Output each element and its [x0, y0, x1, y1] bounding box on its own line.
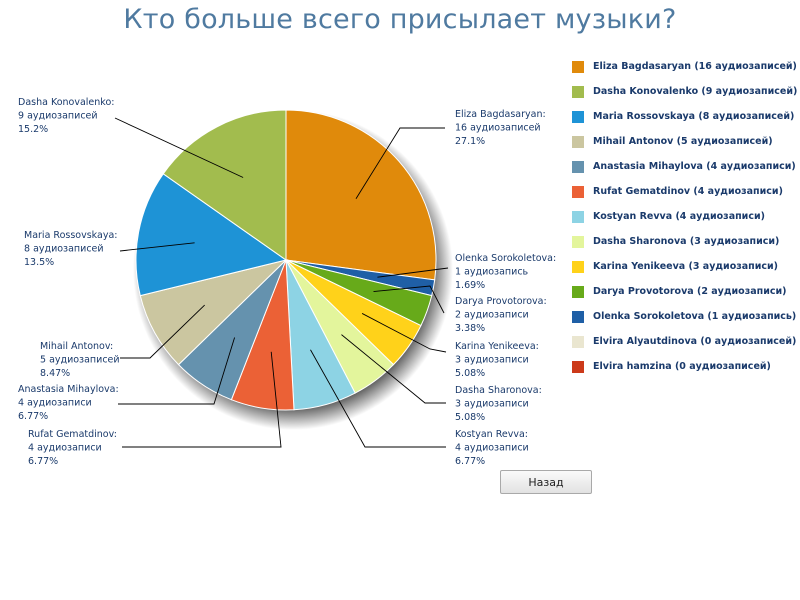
callout-leader — [341, 334, 446, 404]
legend-label: Eliza Bagdasaryan (16 аудиозаписей) — [593, 61, 797, 72]
legend-label: Maria Rossovskaya (8 аудиозаписей) — [593, 111, 795, 122]
legend-swatch — [572, 285, 584, 298]
legend-swatch — [572, 185, 584, 198]
legend-label: Rufat Gematdinov (4 аудиозаписи) — [593, 186, 783, 197]
legend-label: Darya Provotorova (2 аудиозаписи) — [593, 286, 787, 297]
pie-callouts: Eliza Bagdasaryan: 16 аудиозаписей 27.1% Ol… — [18, 97, 556, 467]
legend-swatch — [572, 60, 584, 73]
legend-item: Anastasia Mihaylova (4 аудиозаписи) — [568, 154, 800, 179]
legend-swatch — [572, 235, 584, 248]
legend-swatch — [572, 160, 584, 173]
slice-data-label: Mihail Antonov: 5 аудиозаписей 8.47% — [40, 341, 120, 379]
legend-swatch — [572, 135, 584, 148]
legend-item: Olenka Sorokoletova (1 аудиозапись) — [568, 304, 800, 329]
legend-swatch — [572, 210, 584, 223]
callout-leader — [373, 285, 445, 314]
legend-swatch — [572, 335, 584, 348]
legend-item: Eliza Bagdasaryan (16 аудиозаписей) — [568, 54, 800, 79]
legend-item: Maria Rossovskaya (8 аудиозаписей) — [568, 104, 800, 129]
legend-label: Mihail Antonov (5 аудиозаписей) — [593, 136, 773, 147]
legend-item: Rufat Gematdinov (4 аудиозаписи) — [568, 179, 800, 204]
legend-swatch — [572, 360, 584, 373]
pie-slice-eliza-bagdasaryan — [285, 109, 437, 281]
slice-data-label: Olenka Sorokoletova: 1 аудиозапись 1.69% — [455, 253, 556, 291]
legend-swatch — [572, 110, 584, 123]
slice-data-label: Dasha Konovalenko: 9 аудиозаписей 15.2% — [18, 97, 114, 135]
legend-label: Elvira hamzina (0 аудиозаписей) — [593, 361, 771, 372]
legend-label: Olenka Sorokoletova (1 аудиозапись) — [593, 311, 797, 322]
callout-leader — [377, 267, 449, 278]
slice-data-label: Rufat Gematdinov: 4 аудиозаписи 6.77% — [28, 429, 117, 467]
slice-data-label: Maria Rossovskaya: 8 аудиозаписей 13.5% — [24, 230, 117, 268]
slice-data-label: Darya Provotorova: 2 аудиозаписи 3.38% — [455, 296, 547, 334]
legend-item: Elvira hamzina (0 аудиозаписей) — [568, 354, 800, 379]
callout-leader — [120, 304, 205, 359]
legend-swatch — [572, 310, 584, 323]
legend-swatch — [572, 85, 584, 98]
legend-label: Dasha Sharonova (3 аудиозаписи) — [593, 236, 780, 247]
slice-data-label: Dasha Sharonova: 3 аудиозаписи 5.08% — [455, 385, 542, 423]
legend-item: Darya Provotorova (2 аудиозаписи) — [568, 279, 800, 304]
legend-label: Dasha Konovalenko (9 аудиозаписей) — [593, 86, 798, 97]
legend-item: Kostyan Revva (4 аудиозаписи) — [568, 204, 800, 229]
legend-item: Mihail Antonov (5 аудиозаписей) — [568, 129, 800, 154]
callout-leader — [118, 337, 236, 405]
chart-legend: Eliza Bagdasaryan (16 аудиозаписей) Dasha… — [568, 54, 800, 379]
callout-leader — [114, 117, 244, 178]
legend-swatch — [572, 260, 584, 273]
callout-leader — [119, 242, 195, 252]
legend-item: Karina Yenikeeva (3 аудиозаписи) — [568, 254, 800, 279]
legend-label: Anastasia Mihaylova (4 аудиозаписи) — [593, 161, 796, 172]
legend-label: Elvira Alyautdinova (0 аудиозаписей) — [593, 336, 797, 347]
callout-leader — [361, 313, 447, 353]
callout-leader — [355, 127, 445, 199]
legend-label: Kostyan Revva (4 аудиозаписи) — [593, 211, 765, 222]
pie-slice-maria-rossovskaya — [135, 173, 288, 297]
legend-item: Elvira Alyautdinova (0 аудиозаписей) — [568, 329, 800, 354]
legend-label: Karina Yenikeeva (3 аудиозаписи) — [593, 261, 779, 272]
pie-slice-dasha-konovalenko — [162, 109, 287, 261]
legend-item: Dasha Sharonova (3 аудиозаписи) — [568, 229, 800, 254]
legend-item: Dasha Konovalenko (9 аудиозаписей) — [568, 79, 800, 104]
pie-slices — [135, 109, 437, 411]
callout-leader — [122, 351, 282, 448]
slice-data-label: Karina Yenikeeva: 3 аудиозаписи 5.08% — [455, 341, 539, 379]
pie-chart: Eliza Bagdasaryan: 16 аудиозаписей 27.1% Ol… — [18, 97, 556, 467]
slice-data-label: Anastasia Mihaylova: 4 аудиозаписи 6.77% — [18, 384, 119, 422]
slice-data-label: Kostyan Revva: 4 аудиозаписи 6.77% — [455, 429, 529, 467]
slice-data-label: Eliza Bagdasaryan: 16 аудиозаписей 27.1% — [455, 109, 546, 147]
back-button[interactable]: Назад — [500, 470, 592, 494]
callout-leader — [310, 349, 446, 448]
chart-title: Кто больше всего присылает музыки? — [123, 4, 677, 35]
